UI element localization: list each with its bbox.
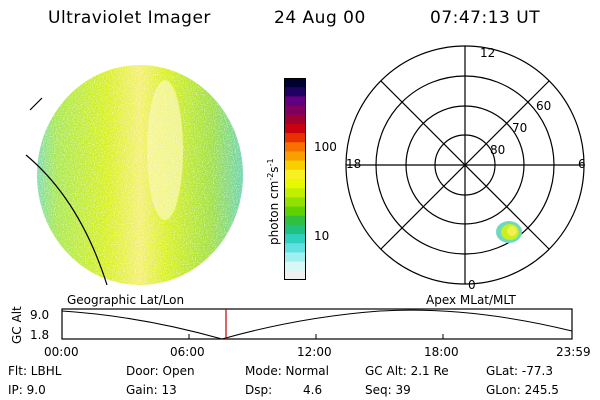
- timeline-tick-3: 18:00: [424, 345, 459, 359]
- colorbar-tick-10: 10: [314, 229, 330, 243]
- timeline-right-label: Apex MLat/MLT: [426, 293, 516, 307]
- info-gcalt: GC Alt: 2.1 Re: [365, 364, 449, 378]
- colorbar-band: [284, 87, 306, 97]
- polar-diagonal-2: [380, 80, 550, 250]
- mlt-label-18: 18: [346, 157, 362, 171]
- lat-label-80: 80: [490, 143, 506, 157]
- timeline-left-label: Geographic Lat/Lon: [67, 293, 185, 307]
- info-flt: Flt: LBHL: [8, 364, 62, 378]
- terminator-line: [25, 154, 108, 286]
- colorbar-tick-100: 100: [314, 140, 337, 154]
- mlt-label-0: 0: [468, 278, 476, 292]
- timeline-frame: [61, 308, 573, 340]
- polar-aurora-spot: [496, 221, 522, 243]
- info-ip: IP: 9.0: [8, 383, 46, 397]
- info-gain: Gain: 13: [126, 383, 177, 397]
- mlt-label-12: 12: [480, 46, 496, 60]
- colorbar-band: [284, 197, 306, 208]
- info-seq: Seq: 39: [365, 383, 411, 397]
- colorbar-band: [284, 224, 306, 235]
- colorbar-band: [284, 206, 306, 217]
- timeline-y-bottom: 1.8: [30, 328, 50, 342]
- lat-label-70: 70: [512, 121, 528, 135]
- timeline-y-top: 9.0: [30, 308, 50, 322]
- colorbar-band: [284, 169, 306, 180]
- colorbar-band: [284, 270, 306, 280]
- info-glon: GLon: 245.5: [486, 383, 559, 397]
- info-dsp-label: Dsp:: [245, 383, 273, 397]
- info-dsp-value: 4.6: [303, 383, 323, 397]
- timeline-tick-0: 00:00: [44, 345, 79, 359]
- colorbar-band: [284, 188, 306, 198]
- limb-line: [29, 97, 43, 111]
- date-label: 24 Aug 00: [274, 8, 366, 28]
- colorbar-band: [284, 234, 306, 244]
- colorbar-band: [284, 96, 306, 107]
- colorbar-band: [284, 151, 306, 162]
- colorbar-band: [284, 179, 306, 189]
- colorbar: [284, 78, 306, 280]
- colorbar-band: [284, 243, 306, 253]
- colorbar-band: [284, 123, 306, 134]
- colorbar-band: [284, 261, 306, 272]
- colorbar-band: [284, 78, 306, 88]
- lat-label-60: 60: [536, 99, 552, 113]
- colorbar-band: [284, 105, 306, 116]
- timeline-tick-2: 12:00: [297, 345, 332, 359]
- colorbar-band: [284, 252, 306, 263]
- time-label: 07:47:13 UT: [430, 8, 541, 28]
- colorbar-band: [284, 215, 306, 226]
- colorbar-border: [284, 78, 306, 280]
- altitude-curve: [61, 309, 573, 340]
- mlt-label-6: 6: [578, 157, 586, 171]
- timeline-tick-4: 23:59: [556, 345, 591, 359]
- colorbar-band: [284, 142, 306, 152]
- info-mode: Mode: Normal: [245, 364, 329, 378]
- colorbar-band: [284, 133, 306, 143]
- colorbar-band: [284, 160, 306, 171]
- info-glat: GLat: -77.3: [486, 364, 553, 378]
- info-door: Door: Open: [126, 364, 195, 378]
- timeline-tick-1: 06:00: [170, 345, 205, 359]
- instrument-title: Ultraviolet Imager: [48, 8, 211, 28]
- colorbar-band: [284, 114, 306, 125]
